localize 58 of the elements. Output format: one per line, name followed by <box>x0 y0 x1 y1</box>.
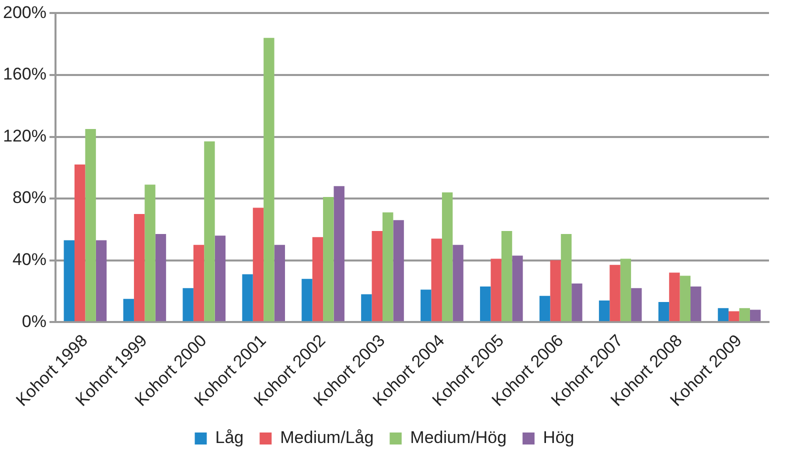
bar <box>302 278 312 322</box>
y-tick-label: 160% <box>2 64 46 84</box>
bar <box>452 244 464 322</box>
y-tick-label: 40% <box>12 250 46 269</box>
bar <box>501 230 512 322</box>
y-tick-label: 0% <box>22 312 46 331</box>
bar <box>155 234 166 322</box>
bar <box>550 260 561 322</box>
bar <box>680 276 691 322</box>
bar <box>393 220 404 322</box>
bar <box>123 298 134 322</box>
bar <box>560 234 572 322</box>
bar <box>610 264 620 322</box>
bar <box>598 300 610 322</box>
bar <box>242 274 253 322</box>
bar <box>182 288 194 322</box>
bar <box>539 296 550 322</box>
bar <box>382 212 394 322</box>
bar <box>372 230 383 322</box>
bar <box>512 256 523 322</box>
bar <box>431 238 442 322</box>
y-tick-label: 80% <box>12 188 46 208</box>
bar <box>361 294 372 322</box>
bar <box>658 302 670 322</box>
bar <box>274 244 285 322</box>
y-tick-label: 120% <box>2 126 46 146</box>
bar <box>323 196 334 322</box>
bar <box>252 208 264 322</box>
bar <box>134 214 145 322</box>
y-tick-label: 200% <box>2 2 46 22</box>
bar <box>728 311 740 322</box>
bar <box>334 186 344 322</box>
bar <box>750 310 761 322</box>
bar <box>214 236 226 322</box>
bar <box>620 258 632 322</box>
bar <box>490 258 502 322</box>
bar <box>718 308 729 322</box>
bar <box>480 286 491 322</box>
bar <box>64 240 75 322</box>
bar <box>739 308 750 322</box>
bar <box>669 272 680 322</box>
bar <box>204 141 215 322</box>
bar <box>144 184 156 322</box>
bar <box>74 164 86 322</box>
legend-label: Hög <box>543 428 574 448</box>
bar <box>442 192 453 322</box>
bar <box>690 286 702 322</box>
bar <box>312 237 324 322</box>
bar <box>96 240 107 322</box>
bar <box>572 283 582 322</box>
legend-label: Medium/Hög <box>410 428 507 448</box>
bar <box>193 244 204 322</box>
legend-label: Låg <box>215 428 244 448</box>
bar <box>85 129 96 322</box>
bar <box>264 38 274 322</box>
bar <box>420 290 432 322</box>
bar <box>631 288 642 322</box>
legend-label: Medium/Låg <box>280 428 374 448</box>
